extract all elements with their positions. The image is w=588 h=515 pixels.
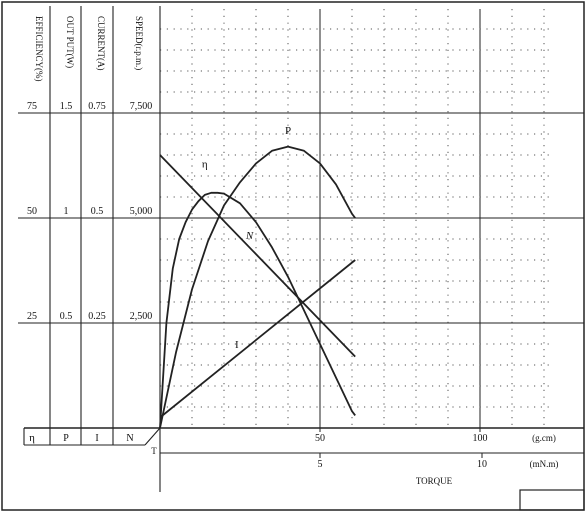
efficiency-75-label: 75 (27, 101, 37, 112)
series-N-label: N (245, 230, 254, 242)
symbol-row-slant (144, 427, 161, 446)
series-P-label: P (285, 125, 291, 137)
current-0.75-label: 0.75 (88, 101, 106, 112)
x-unit-mnm: (mN.m) (530, 459, 559, 469)
output-1.5-label: 1.5 (60, 101, 73, 112)
output-1-label: 1 (64, 206, 69, 217)
origin-t-label: T (151, 446, 157, 456)
symbol-p: P (63, 433, 69, 444)
series-I-label: I (235, 339, 239, 351)
output-0.5-label: 0.5 (60, 311, 73, 322)
output-header: OUT PUT(W) (65, 16, 75, 68)
current-header: CURRENT(A) (96, 16, 106, 71)
current-0.25-label: 0.25 (88, 311, 106, 322)
series-I-curve (159, 259, 356, 419)
corner-box (519, 489, 585, 511)
series-η-curve (159, 191, 356, 429)
x-tick-100-gcm: 100 (473, 433, 488, 444)
series-η-label: η (202, 159, 208, 171)
x-tick-5-mnm: 5 (318, 459, 323, 470)
speed-2500-label: 2,500 (130, 311, 153, 322)
speed-5000-label: 5,000 (130, 206, 153, 217)
symbol-n: N (126, 433, 133, 444)
x-tick-10-mnm: 10 (477, 459, 487, 470)
symbol-i: I (95, 433, 98, 444)
x-tick-50-gcm: 50 (315, 433, 325, 444)
speed-7500-label: 7,500 (130, 101, 153, 112)
efficiency-50-label: 50 (27, 206, 37, 217)
efficiency-25-label: 25 (27, 311, 37, 322)
efficiency-header: EFFICIENCY(%) (34, 16, 44, 82)
torque-axis-label: TORQUE (416, 476, 453, 486)
speed-header: SPEED(r.p.m.) (134, 16, 144, 70)
x-unit-gcm: (g.cm) (532, 433, 556, 443)
symbol-eta: η (29, 432, 35, 444)
series-N-curve (159, 154, 356, 358)
series-P-curve (159, 145, 356, 429)
current-0.5-label: 0.5 (91, 206, 104, 217)
